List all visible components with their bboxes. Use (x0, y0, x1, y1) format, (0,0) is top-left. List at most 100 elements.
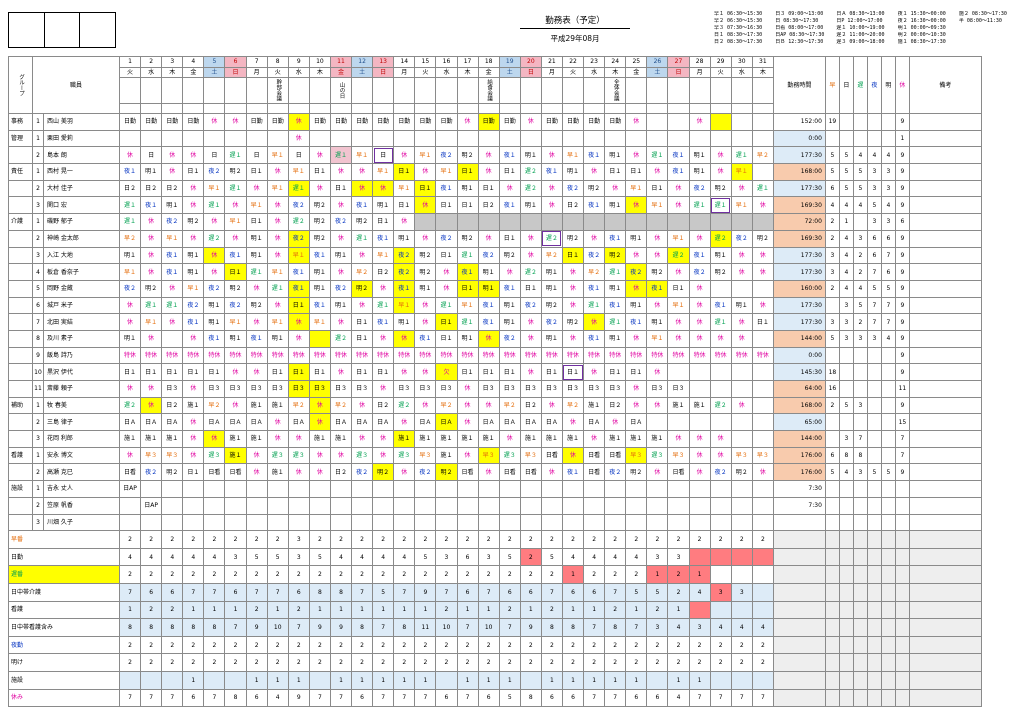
shift-cell: 休 (646, 396, 669, 415)
summary-value: 2 (751, 635, 774, 655)
shift-cell: 夜１ (604, 296, 627, 315)
summary-value: 2 (414, 530, 437, 549)
shift-cell (751, 213, 774, 231)
shift-cell: 休 (561, 279, 585, 298)
shift-cell (372, 496, 395, 515)
shift-cell: 遅２ (709, 229, 732, 248)
summary-value: 7 (456, 688, 479, 708)
summary-value: 2 (561, 635, 585, 655)
shift-cell: 早１ (456, 296, 479, 315)
shift-cell: 明２ (182, 213, 205, 231)
summary-value: 2 (540, 530, 563, 549)
legend-item: 早１ 06:30～15:30 (714, 11, 763, 17)
shift-cell: 早２ (329, 396, 353, 415)
weekday-header: 月 (245, 66, 268, 78)
shift-cell: 日１ (372, 363, 395, 381)
shift-cell: 早２ (203, 396, 226, 415)
group-cell (8, 463, 33, 482)
legend-item: 遅１ 10:00～19:00 (836, 25, 885, 31)
stamp-box-3 (80, 13, 115, 47)
summary-value: 2 (435, 530, 458, 549)
shift-cell: 日勤 (414, 113, 437, 131)
shift-cell (308, 513, 331, 532)
work-hours: 177:30 (772, 296, 826, 315)
shift-cell: 特休 (393, 346, 416, 365)
shift-cell: 日 (203, 146, 226, 165)
shift-cell: 夜２ (435, 146, 458, 165)
shift-cell: 休 (456, 113, 479, 131)
shift-cell: 明１ (245, 246, 268, 265)
shift-count: 3 (824, 313, 840, 331)
shift-cell: 休 (182, 380, 205, 398)
shift-cell: 遅１ (287, 179, 310, 198)
shift-cell: 明１ (266, 329, 289, 348)
summary-value: 2 (498, 565, 521, 584)
summary-value: 1 (688, 670, 711, 690)
group-cell (8, 346, 33, 365)
summary-value: 2 (118, 635, 142, 655)
summary-filler (772, 670, 826, 690)
shift-cell: 日１ (140, 363, 163, 381)
shift-cell: 明１ (203, 313, 226, 331)
group-cell: 責任 (8, 163, 33, 181)
shift-cell: 早１ (730, 163, 753, 181)
shift-cell: 施１ (140, 430, 163, 448)
shift-cell: 遅１ (372, 296, 395, 315)
shift-cell (667, 213, 690, 231)
summary-value: 2 (329, 565, 353, 584)
shift-cell (118, 129, 142, 148)
summary-value: 7 (118, 582, 142, 602)
shift-count: 9 (894, 113, 910, 131)
weekday-header: 月 (393, 66, 416, 78)
shift-count: 1 (838, 213, 854, 231)
shift-cell: 日Ａ (435, 413, 458, 432)
summary-value: 2 (625, 530, 648, 549)
shift-cell: 遅１ (140, 296, 163, 315)
count-header-yoru: 夜 (866, 56, 882, 114)
shift-cell: 休 (730, 179, 753, 198)
summary-filler (880, 582, 896, 602)
summary-label: 看護 (8, 600, 120, 620)
shift-cell: 夜２ (477, 246, 500, 265)
staff-number: 3 (32, 196, 44, 215)
shift-cell: 明２ (625, 463, 648, 482)
summary-value: 4 (118, 547, 142, 567)
shift-cell: 夜１ (604, 229, 627, 248)
shift-count: 4 (838, 279, 854, 298)
shift-count (880, 346, 896, 365)
shift-cell: 休 (393, 146, 416, 165)
page-title: 勤務表（予定） (520, 14, 630, 29)
shift-cell: 日３ (266, 380, 289, 398)
summary-value: 2 (329, 530, 353, 549)
staff-number: 7 (32, 313, 44, 331)
shift-cell: 休 (583, 229, 606, 248)
shift-cell: 夜１ (140, 196, 163, 215)
event-cell (140, 77, 163, 104)
shift-cell: 施１ (118, 430, 142, 448)
shift-cell: 日１ (224, 263, 247, 281)
blank-cell (161, 102, 184, 114)
shift-cell: 明２ (456, 229, 479, 248)
shift-cell: 日１ (118, 363, 142, 381)
summary-filler (866, 635, 882, 655)
legend-row: 早３ 07:30～16:30 日看 08:00～17:00 遅１ 10:00～19:… (714, 25, 1020, 32)
shift-cell: 日Ａ (224, 413, 247, 432)
group-cell (8, 296, 33, 315)
shift-cell: 日勤 (372, 113, 395, 131)
group-cell: 介護 (8, 213, 33, 231)
shift-cell (709, 279, 732, 298)
weekday-header: 金 (477, 66, 500, 78)
shift-cell: 休 (414, 396, 437, 415)
summary-value: 2 (730, 653, 753, 672)
approval-stamp-boxes (8, 12, 116, 48)
shift-count: 9 (894, 229, 910, 248)
summary-value: 1 (583, 600, 606, 620)
shift-cell: 休 (751, 463, 774, 482)
shift-cell: 明１ (329, 246, 353, 265)
shift-cell: 休 (498, 430, 521, 448)
shift-count (880, 513, 896, 532)
summary-filler (838, 600, 854, 620)
shift-cell: 明２ (730, 463, 753, 482)
shift-cell: 特休 (245, 346, 268, 365)
shift-cell: 特休 (140, 346, 163, 365)
